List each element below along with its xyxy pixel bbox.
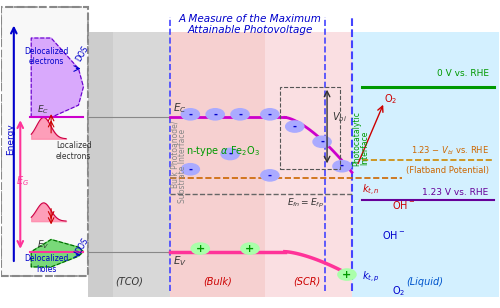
Text: -: -	[188, 109, 192, 119]
Text: Interface: Interface	[360, 131, 369, 165]
Circle shape	[182, 164, 200, 175]
Bar	[88, 32, 170, 298]
Text: Photocatalytic: Photocatalytic	[352, 111, 362, 166]
Circle shape	[313, 136, 331, 147]
Text: -: -	[188, 164, 192, 174]
Bar	[352, 32, 498, 298]
Polygon shape	[31, 239, 84, 267]
Text: A Measure of the Maximum
Attainable Photovoltage: A Measure of the Maximum Attainable Phot…	[178, 14, 322, 35]
Text: 1.23 V vs. RHE: 1.23 V vs. RHE	[422, 188, 488, 197]
Circle shape	[182, 109, 200, 120]
Circle shape	[261, 170, 279, 181]
Text: $k_{t,n}$: $k_{t,n}$	[362, 183, 380, 198]
Text: $E_C$: $E_C$	[173, 101, 186, 115]
Text: Delocalized
electrons: Delocalized electrons	[24, 47, 68, 66]
Text: 1.23 $-$ $V_{bi}$ vs. RHE: 1.23 $-$ $V_{bi}$ vs. RHE	[410, 144, 488, 157]
Bar	[280, 87, 340, 169]
Text: O$_2$: O$_2$	[384, 92, 398, 106]
Text: OH$^-$: OH$^-$	[382, 229, 405, 241]
Text: $E_V$: $E_V$	[173, 254, 187, 268]
Circle shape	[333, 161, 351, 172]
Text: -: -	[268, 170, 272, 180]
Circle shape	[231, 109, 249, 120]
Text: DOS: DOS	[74, 44, 90, 63]
Circle shape	[241, 243, 259, 254]
Text: OH$^-$: OH$^-$	[392, 199, 415, 211]
Text: O$_2$: O$_2$	[392, 284, 405, 298]
Text: +: +	[196, 244, 205, 253]
Text: +: +	[246, 244, 254, 253]
Text: $k_{t,p}$: $k_{t,p}$	[362, 270, 380, 284]
Text: -: -	[340, 161, 344, 171]
Text: (TCO): (TCO)	[116, 277, 143, 287]
Bar	[114, 32, 170, 298]
Text: -: -	[320, 137, 324, 147]
Text: -: -	[268, 109, 272, 119]
Text: $E_{fn} = E_{fp}$: $E_{fn} = E_{fp}$	[288, 197, 324, 210]
Text: (SCR): (SCR)	[294, 277, 321, 287]
Circle shape	[338, 269, 356, 280]
Text: -: -	[228, 149, 232, 159]
Text: -: -	[213, 109, 217, 119]
Text: +: +	[342, 270, 351, 280]
Text: Localized
electrons: Localized electrons	[56, 141, 92, 161]
Text: Bulk Photoanode/: Bulk Photoanode/	[171, 120, 180, 188]
Text: $V_{bi}$: $V_{bi}$	[332, 111, 347, 124]
Text: $E_V$: $E_V$	[37, 238, 50, 251]
FancyBboxPatch shape	[2, 7, 88, 276]
Circle shape	[221, 148, 239, 160]
Bar	[170, 32, 265, 298]
Circle shape	[206, 109, 224, 120]
Bar	[2, 7, 88, 276]
Bar	[265, 32, 352, 298]
Polygon shape	[31, 38, 84, 117]
Circle shape	[286, 121, 304, 132]
Circle shape	[192, 243, 209, 254]
Text: 0 V vs. RHE: 0 V vs. RHE	[436, 69, 488, 78]
Text: (Bulk): (Bulk)	[204, 277, 232, 287]
Text: $E_C$: $E_C$	[37, 104, 50, 116]
Text: DOS: DOS	[74, 236, 90, 255]
Text: Energy: Energy	[6, 123, 15, 155]
Circle shape	[261, 109, 279, 120]
Text: $E_G$: $E_G$	[16, 175, 30, 188]
Text: (Flatband Potential): (Flatband Potential)	[406, 166, 488, 175]
Text: -: -	[238, 109, 242, 119]
Text: Delocalized
holes: Delocalized holes	[24, 254, 68, 274]
Text: n-type $\alpha$ Fe$_2$O$_3$: n-type $\alpha$ Fe$_2$O$_3$	[186, 144, 260, 158]
Text: -: -	[293, 122, 297, 132]
Text: Substrate Interface: Substrate Interface	[178, 129, 188, 203]
Text: (Liquid): (Liquid)	[406, 277, 444, 287]
